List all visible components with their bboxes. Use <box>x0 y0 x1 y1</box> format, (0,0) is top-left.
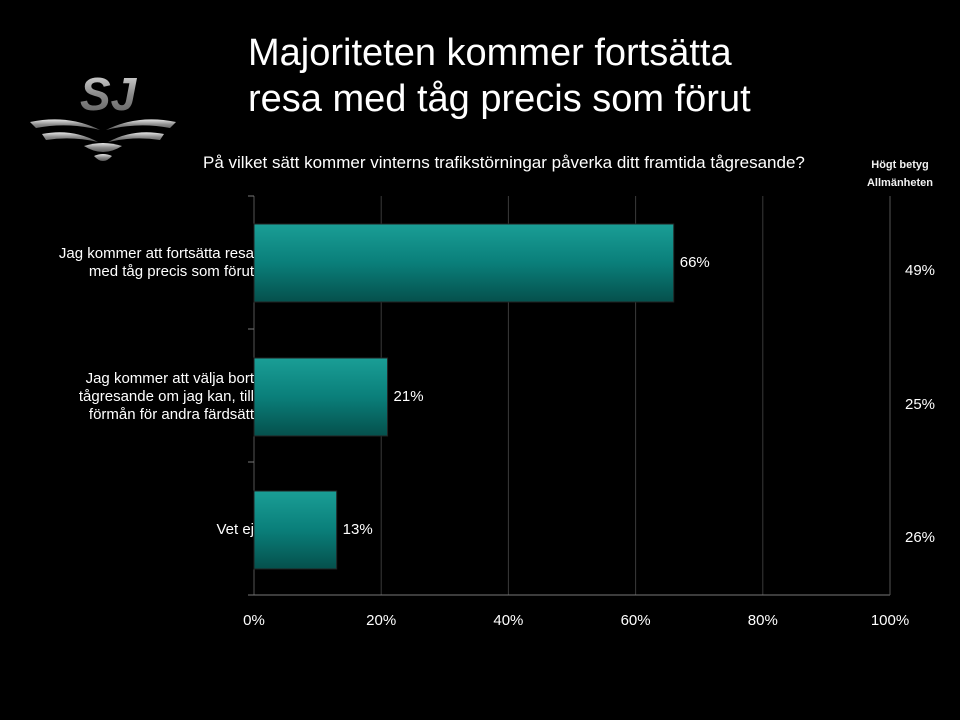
logo-text: SJ <box>80 70 138 120</box>
sj-logo: SJ <box>30 70 176 161</box>
side-column-header: Högt betyg Allmänheten <box>860 156 940 192</box>
survey-question: På vilket sätt kommer vinterns trafikstö… <box>203 153 805 172</box>
x-tick-label: 60% <box>620 612 651 629</box>
category-label-line: förmån för andra färdsätt <box>88 406 254 423</box>
category-label: Jag kommer att fortsätta resa med tåg pre… <box>59 245 254 281</box>
bar-3 <box>253 490 338 570</box>
category-label-line: Vet ej <box>216 521 254 538</box>
x-tick-label: 80% <box>747 612 778 629</box>
chart-title: Majoriteten kommer fortsätta resa med tå… <box>248 30 751 122</box>
side-value: 25% <box>904 396 936 413</box>
bar-1 <box>253 223 675 303</box>
x-tick-label: 40% <box>493 612 524 629</box>
category-label-line: tågresande om jag kan, till <box>78 388 254 405</box>
category-label-line: Jag kommer att fortsätta resa <box>58 245 254 262</box>
title-line-1: Majoriteten kommer fortsätta <box>248 32 732 74</box>
x-tick-label: 0% <box>243 612 265 629</box>
bar-2 <box>253 357 389 437</box>
x-tick-label: 100% <box>870 612 910 629</box>
category-label: Vet ej <box>216 521 254 539</box>
category-label: Jag kommer att välja bort tågresande om j… <box>79 370 254 424</box>
bar-value-label: 66% <box>679 254 710 271</box>
side-value: 49% <box>904 262 936 279</box>
side-value: 26% <box>904 529 936 546</box>
title-line-2: resa med tåg precis som förut <box>248 78 751 120</box>
side-header-line-1: Högt betyg <box>871 159 929 171</box>
side-header-line-2: Allmänheten <box>866 177 933 189</box>
bar-value-label: 21% <box>393 388 424 405</box>
category-label-line: med tåg precis som förut <box>88 263 254 280</box>
category-label-line: Jag kommer att välja bort <box>85 370 254 387</box>
x-tick-label: 20% <box>366 612 397 629</box>
bar-value-label: 13% <box>342 521 373 538</box>
